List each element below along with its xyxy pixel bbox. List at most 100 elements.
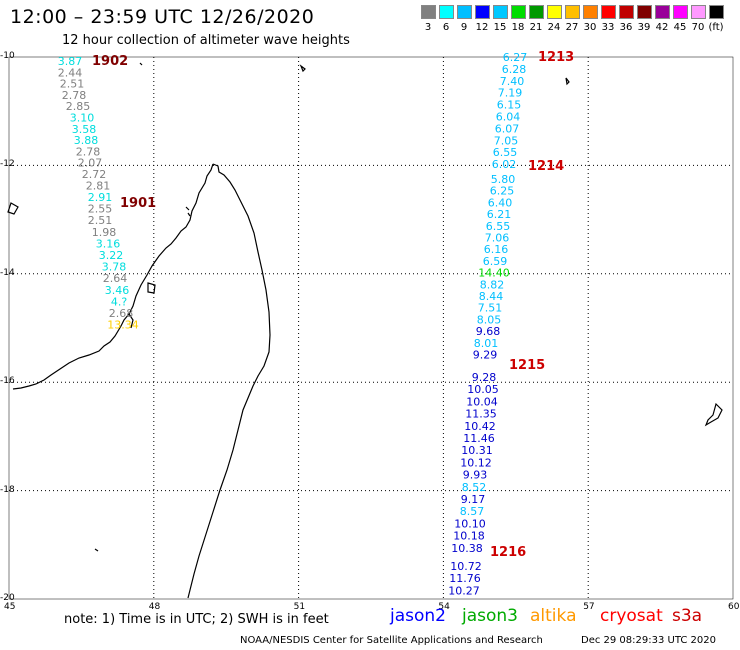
page-subtitle: 12 hour collection of altimeter wave hei… bbox=[62, 33, 350, 48]
swh-value: 3.22 bbox=[99, 249, 124, 262]
swh-value: 6.28 bbox=[502, 63, 527, 76]
swh-value: 13.34 bbox=[107, 319, 139, 332]
track-id-label: 1215 bbox=[509, 358, 545, 373]
scale-label: (ft) bbox=[708, 22, 724, 33]
scale-swatch bbox=[655, 5, 670, 19]
x-tick-label: 57 bbox=[583, 602, 595, 612]
swh-value: 10.05 bbox=[467, 383, 499, 396]
juan-de-nova-islet bbox=[139, 62, 143, 66]
y-tick-label: -20 bbox=[0, 593, 15, 603]
track-1902: 3.872.442.512.782.853.103.583.882.782.07… bbox=[58, 54, 128, 192]
y-tick-label: -12 bbox=[0, 159, 15, 170]
madagascar-coast bbox=[12, 163, 271, 599]
swh-value: 6.59 bbox=[483, 255, 508, 268]
legend-cryosat: cryosat bbox=[600, 606, 663, 626]
scale-label: 70 bbox=[691, 22, 705, 33]
agalega-islet bbox=[565, 77, 570, 86]
track-id-label: 1214 bbox=[528, 159, 564, 174]
swh-value: 3.16 bbox=[96, 237, 121, 250]
y-tick-label: -10 bbox=[0, 51, 15, 61]
swh-value: 6.55 bbox=[486, 220, 511, 233]
swh-value: 5.80 bbox=[491, 173, 516, 186]
scale-label: 27 bbox=[565, 22, 579, 33]
x-tick-label: 54 bbox=[438, 602, 450, 612]
swh-value: 6.16 bbox=[484, 243, 509, 256]
swh-value: 7.19 bbox=[498, 87, 523, 100]
swh-value: 4.? bbox=[111, 295, 127, 308]
track-id-label: 1213 bbox=[538, 50, 574, 65]
swh-value: 10.12 bbox=[460, 456, 492, 469]
y-tick-label: -14 bbox=[0, 267, 15, 278]
swh-value: 10.18 bbox=[453, 530, 485, 543]
track-id-label: 1216 bbox=[490, 545, 526, 560]
swh-value: 14.40 bbox=[478, 267, 510, 280]
scale-swatch bbox=[637, 5, 652, 19]
swh-value: 3.78 bbox=[102, 261, 127, 274]
mascarene-island bbox=[704, 402, 723, 427]
swh-value: 8.82 bbox=[480, 278, 505, 291]
scale-swatch bbox=[583, 5, 598, 19]
swh-value: 8.44 bbox=[479, 290, 504, 303]
x-tick-label: 60 bbox=[728, 602, 740, 612]
swh-value: 9.68 bbox=[476, 325, 501, 338]
europa-islet bbox=[94, 548, 99, 552]
swh-value: 2.72 bbox=[82, 168, 107, 181]
swh-value: 8.01 bbox=[474, 337, 499, 350]
swh-value: 9.29 bbox=[473, 349, 498, 362]
swh-value: 8.52 bbox=[462, 481, 487, 494]
swh-value: 3.87 bbox=[58, 55, 83, 68]
swh-value: 2.85 bbox=[66, 100, 91, 113]
scale-label: 15 bbox=[493, 22, 507, 33]
swh-value: 8.05 bbox=[477, 313, 502, 326]
swh-value: 2.91 bbox=[88, 191, 113, 204]
scale-label: 42 bbox=[655, 22, 669, 33]
swh-value: 6.25 bbox=[490, 185, 515, 198]
scale-label: 33 bbox=[601, 22, 615, 33]
legend-s3a: s3a bbox=[672, 606, 703, 626]
scale-swatch bbox=[709, 5, 724, 19]
swh-value: 7.05 bbox=[494, 134, 519, 147]
page-title: 12:00 – 23:59 UTC 12/26/2020 bbox=[10, 6, 315, 28]
scale-label: 18 bbox=[511, 22, 525, 33]
swh-value: 2.64 bbox=[103, 272, 128, 285]
swh-value: 9.93 bbox=[463, 469, 488, 482]
coastline bbox=[7, 62, 723, 599]
swh-value: 7.06 bbox=[485, 232, 510, 245]
swh-value: 10.31 bbox=[461, 444, 493, 457]
scale-label: 30 bbox=[583, 22, 597, 33]
y-tick-label: -16 bbox=[0, 376, 15, 387]
swh-value: 3.58 bbox=[72, 123, 97, 136]
swh-value: 2.81 bbox=[86, 179, 111, 192]
grid-lines bbox=[9, 57, 733, 599]
swh-value: 2.51 bbox=[88, 214, 113, 227]
track-1901: 2.912.552.511.983.163.223.782.643.464.?2… bbox=[88, 191, 156, 332]
credit-line: NOAA/NESDIS Center for Satellite Applica… bbox=[240, 635, 543, 646]
swh-value: 6.55 bbox=[493, 146, 518, 159]
scale-swatch bbox=[529, 5, 544, 19]
swh-value: 10.72 bbox=[450, 560, 482, 573]
swh-value: 10.38 bbox=[451, 542, 483, 555]
swh-value: 6.40 bbox=[488, 196, 513, 209]
scale-swatch bbox=[565, 5, 580, 19]
swh-value: 9.17 bbox=[461, 493, 486, 506]
swh-value: 6.04 bbox=[496, 111, 521, 124]
swh-value: 10.10 bbox=[454, 517, 486, 530]
legend-jason2: jason2 bbox=[390, 606, 446, 626]
altimeter-tracks: 3.872.442.512.782.853.103.583.882.782.07… bbox=[58, 50, 574, 597]
scale-swatch bbox=[619, 5, 634, 19]
scale-label: 24 bbox=[547, 22, 561, 33]
track-1214: 5.806.256.406.216.557.066.166.5914.408.8… bbox=[473, 159, 564, 362]
swh-value: 10.04 bbox=[466, 395, 498, 408]
swh-value: 3.88 bbox=[74, 134, 99, 147]
scale-swatch bbox=[439, 5, 454, 19]
swh-value: 11.76 bbox=[449, 572, 481, 585]
swh-value: 7.40 bbox=[500, 75, 525, 88]
map-frame bbox=[8, 56, 734, 600]
scale-label: 9 bbox=[460, 22, 468, 33]
swh-value: 2.68 bbox=[109, 307, 134, 320]
swh-value: 7.51 bbox=[478, 302, 503, 315]
swh-value: 11.46 bbox=[463, 432, 495, 445]
scale-label: 39 bbox=[637, 22, 651, 33]
scale-label: 21 bbox=[529, 22, 543, 33]
